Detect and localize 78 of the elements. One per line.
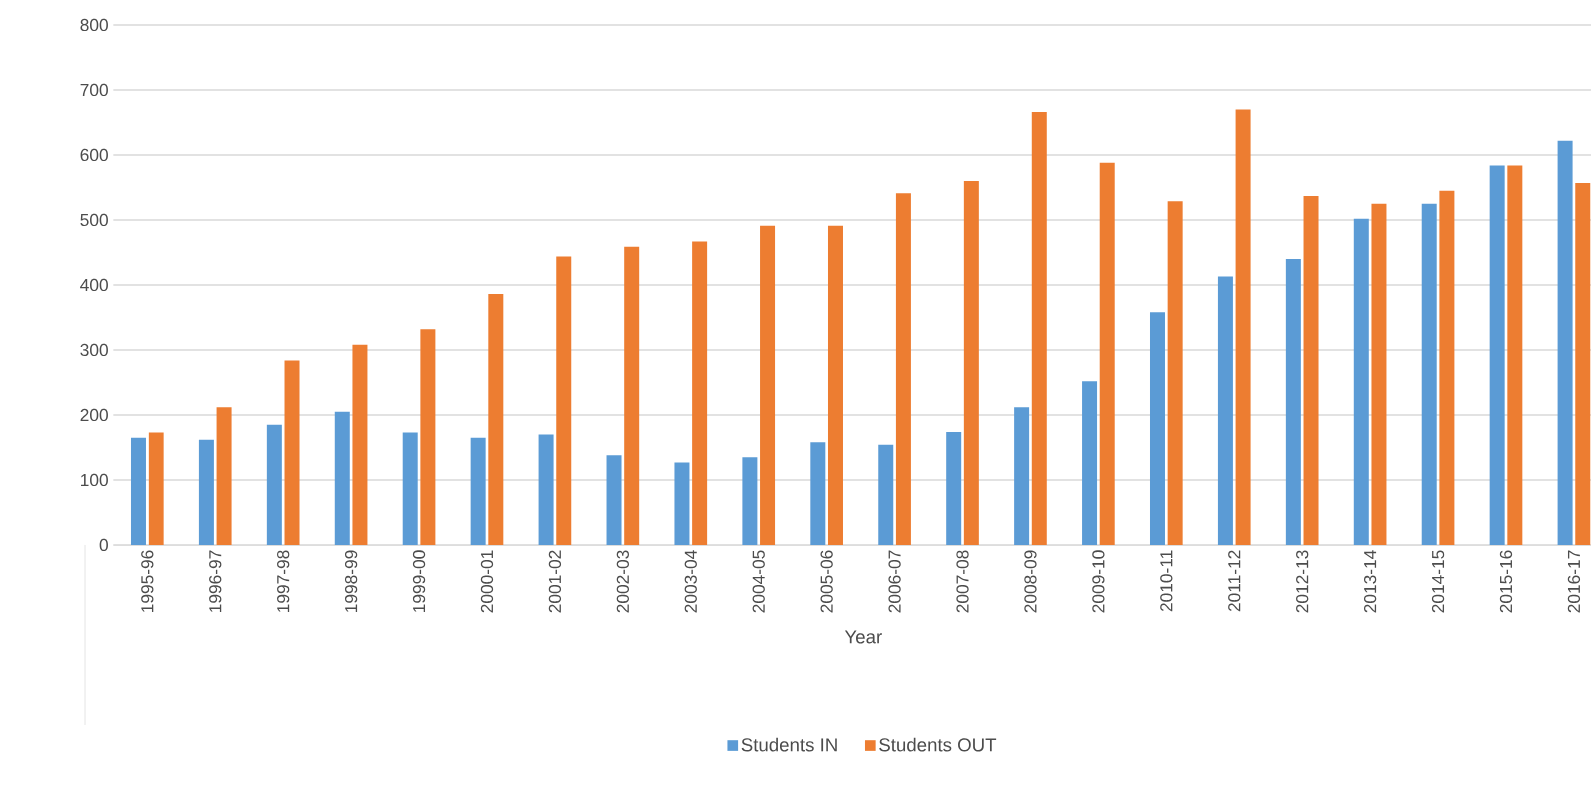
x-tick-label: 2001-02 — [548, 550, 562, 613]
y-tick-label: 600 — [80, 148, 108, 162]
bar — [216, 407, 232, 545]
bar — [266, 424, 282, 545]
bar — [1439, 190, 1455, 545]
bar — [1303, 195, 1319, 545]
bar — [1235, 109, 1251, 545]
bar — [946, 431, 962, 545]
x-tick-label: 2004-05 — [752, 550, 765, 613]
bar — [878, 444, 894, 545]
bar — [488, 294, 504, 545]
x-tick-label: 2016-17 — [1567, 550, 1581, 613]
y-tick-label: 500 — [80, 213, 108, 227]
bar — [1557, 140, 1573, 545]
bar — [284, 360, 300, 545]
x-tick-label: 2003-04 — [684, 550, 697, 613]
bar — [1507, 165, 1523, 545]
bar — [538, 434, 554, 545]
bar — [420, 329, 436, 545]
x-tick-label: 2008-09 — [1024, 550, 1037, 613]
y-tick-label: 400 — [80, 278, 108, 292]
x-tick-label: 2014-15 — [1431, 550, 1445, 613]
x-tick-label: 1998-99 — [344, 550, 358, 612]
bar — [1099, 162, 1115, 545]
bar — [130, 437, 146, 545]
bar — [1489, 165, 1505, 545]
bar — [556, 256, 572, 545]
bar — [1353, 218, 1369, 545]
x-tick-label: 2009-10 — [1092, 550, 1105, 613]
x-tick-label: 2011-12 — [1228, 550, 1241, 612]
bar — [1421, 203, 1437, 545]
legend-label: Students OUT — [879, 737, 997, 752]
x-tick-label: 2012-13 — [1296, 550, 1309, 613]
bar — [1149, 312, 1165, 545]
bar — [148, 432, 164, 545]
bar — [1371, 203, 1387, 545]
bar — [1031, 112, 1047, 545]
x-tick-label: 2015-16 — [1499, 550, 1513, 613]
bar — [827, 225, 843, 545]
bar — [674, 462, 690, 545]
y-tick-label: 800 — [80, 18, 108, 32]
bar — [402, 432, 418, 545]
x-tick-label: 2006-07 — [888, 550, 901, 613]
bar — [895, 193, 911, 545]
x-tick-label: 1999-00 — [412, 550, 426, 612]
x-tick-label: 2007-08 — [956, 550, 969, 613]
bar — [760, 225, 776, 545]
bar — [963, 180, 979, 545]
bar — [624, 246, 640, 545]
y-tick-label: 0 — [99, 538, 108, 552]
y-tick-label: 700 — [80, 83, 108, 97]
x-tick-label: 2000-01 — [480, 550, 494, 613]
y-tick-label: 200 — [80, 408, 108, 422]
bar — [334, 411, 350, 545]
x-tick-label: 2010-11 — [1160, 550, 1173, 612]
bar — [198, 439, 214, 545]
bar — [1575, 182, 1591, 545]
x-tick-label: 2002-03 — [616, 550, 629, 613]
bar — [606, 455, 622, 545]
x-tick-label: 1996-97 — [209, 550, 222, 612]
x-tick-label: 2013-14 — [1363, 550, 1377, 613]
bar — [1217, 276, 1233, 545]
bar — [742, 457, 758, 545]
bar — [810, 442, 826, 545]
bar — [352, 344, 368, 545]
x-tick-label: 2005-06 — [820, 550, 833, 613]
bar — [1014, 407, 1030, 545]
y-tick-label: 100 — [81, 473, 108, 487]
bar — [1082, 381, 1098, 545]
x-tick-label: 1997-98 — [277, 550, 290, 612]
bar — [1167, 201, 1183, 545]
x-tick-label: 1995-96 — [141, 550, 154, 612]
x-axis-title: Year — [844, 630, 882, 644]
bar — [470, 437, 486, 545]
bar — [1285, 258, 1301, 545]
bar — [692, 241, 708, 545]
y-tick-label: 300 — [80, 343, 108, 357]
legend-label: Students IN — [741, 737, 837, 752]
